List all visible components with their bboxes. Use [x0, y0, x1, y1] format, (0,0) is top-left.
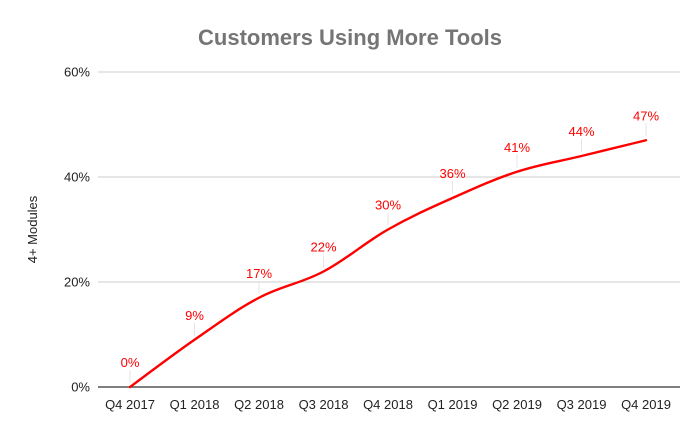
y-tick-label: 60% — [64, 65, 90, 80]
x-tick-label: Q2 2018 — [234, 397, 284, 412]
y-tick-labels: 0% 20% 40% 60% — [64, 65, 90, 395]
x-tick-label: Q2 2019 — [492, 397, 542, 412]
grid-lines — [98, 71, 680, 388]
data-label: 22% — [310, 240, 336, 255]
series — [128, 139, 648, 389]
y-tick-label: 0% — [71, 380, 90, 395]
series-line — [128, 139, 648, 389]
data-label: 0% — [121, 355, 140, 370]
y-axis-label: 4+ Modules — [25, 195, 40, 263]
x-tick-label: Q1 2018 — [170, 397, 220, 412]
data-label: 41% — [504, 140, 530, 155]
chart-title: Customers Using More Tools — [198, 25, 502, 50]
data-labels: 0% 9% 17% 22% 30% 36% 41% 44% 47% — [121, 108, 659, 383]
x-tick-label: Q3 2019 — [557, 397, 607, 412]
x-tick-label: Q4 2018 — [363, 397, 413, 412]
x-tick-label: Q3 2018 — [299, 397, 349, 412]
x-tick-label: Q4 2017 — [105, 397, 155, 412]
x-tick-label: Q1 2019 — [428, 397, 478, 412]
y-tick-label: 20% — [64, 275, 90, 290]
x-tick-labels: Q4 2017 Q1 2018 Q2 2018 Q3 2018 Q4 2018 Q1 20… — [105, 397, 671, 412]
data-label: 30% — [375, 198, 401, 213]
x-tick-label: Q4 2019 — [621, 397, 671, 412]
data-label: 36% — [439, 166, 465, 181]
data-label: 47% — [633, 108, 659, 123]
data-label: 17% — [246, 266, 272, 281]
data-label: 44% — [568, 124, 594, 139]
y-tick-label: 40% — [64, 170, 90, 185]
data-label: 9% — [185, 308, 204, 323]
